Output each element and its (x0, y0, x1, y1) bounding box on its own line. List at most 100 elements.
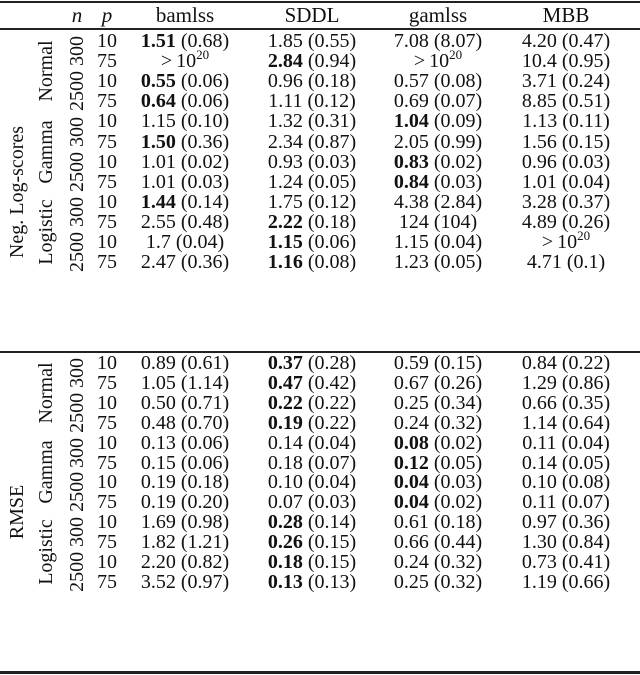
table-row: 75 1.01 (0.03) 1.24 (0.05) 0.84 (0.03) 1.01 … (0, 172, 640, 192)
table-row: 10 1.51 (0.68) 1.85 (0.55) 7.08 (8.07) 4.20 … (0, 31, 640, 51)
table-cell-gamlss: 0.57 (0.08) (393, 70, 483, 93)
table-row: 10 1.01 (0.02) 0.93 (0.03) 0.83 (0.02) 0.96 … (0, 152, 640, 172)
table-cell-gamlss: 2.05 (0.99) (393, 130, 483, 153)
table-cell-bamlss: 0.13 (0.06) (140, 431, 230, 454)
table-row: 10 1.44 (0.14) 1.75 (0.12) 4.38 (2.84) 3.28 … (0, 192, 640, 212)
p-value: 75 (97, 411, 117, 434)
table-cell-sddl: 1.32 (0.31) (267, 110, 357, 133)
table-cell-gamlss: 0.12 (0.05) (393, 451, 483, 474)
table-cell-gamlss: 1.15 (0.04) (393, 231, 483, 253)
p-value: 10 (97, 150, 117, 173)
table-cell-sddl: 0.19 (0.22) (267, 411, 357, 434)
table-cell-gamlss: 0.69 (0.07) (393, 90, 483, 113)
p-value: 10 (97, 511, 117, 534)
table-cell-gamlss: 0.25 (0.32) (393, 570, 483, 593)
table-row: 10 1.15 (0.10) 1.32 (0.31) 1.04 (0.09) 1.13 … (0, 111, 640, 131)
table-cell-mbb: 0.11 (0.07) (522, 491, 610, 514)
table-cell-mbb: 1.14 (0.64) (521, 411, 611, 434)
p-value: 75 (97, 451, 117, 474)
p-value: 75 (97, 251, 117, 274)
p-value: 10 (97, 30, 117, 52)
table-cell-bamlss: 0.48 (0.70) (140, 411, 230, 434)
table-cell-bamlss: 0.64 (0.06) (140, 90, 230, 113)
table-cell-gamlss: 0.61 (0.18) (393, 511, 483, 534)
table-cell-mbb: 1.56 (0.15) (521, 130, 611, 153)
table-cell-sddl: 0.28 (0.14) (267, 511, 357, 534)
header-n: n (71, 3, 83, 27)
table-cell-bamlss: 2.47 (0.36) (140, 251, 230, 274)
table-cell-gamlss: 0.67 (0.26) (393, 371, 483, 394)
table-cell-sddl: 1.16 (0.08) (267, 251, 357, 274)
table-cell-mbb: 1.13 (0.11) (522, 110, 610, 133)
section-rule (0, 351, 640, 353)
table-cell-mbb: 3.71 (0.24) (521, 70, 611, 93)
table-cell-mbb: 0.84 (0.22) (521, 352, 611, 374)
table-cell-bamlss: 0.19 (0.18) (140, 471, 230, 494)
header-bamlss: bamlss (155, 3, 215, 27)
table-cell-bamlss: 1.50 (0.36) (140, 130, 230, 153)
table-cell-mbb: 3.28 (0.37) (521, 190, 611, 213)
table-cell-gamlss: 0.59 (0.15) (393, 352, 483, 374)
p-value: 75 (97, 130, 117, 153)
table-cell-bamlss: 1.44 (0.14) (140, 190, 230, 213)
table-row: 10 1.69 (0.98) 0.28 (0.14) 0.61 (0.18) 0.97 … (0, 512, 640, 532)
table-cell-bamlss: 1.15 (0.10) (140, 110, 230, 133)
table-cell-sddl: 0.18 (0.07) (267, 451, 357, 474)
table-cell-bamlss: 1.82 (1.21) (140, 531, 230, 554)
table-cell-bamlss: 1.7 (0.04) (145, 231, 225, 253)
table-row: 75 0.15 (0.06) 0.18 (0.07) 0.12 (0.05) 0.14 … (0, 453, 640, 473)
table-cell-bamlss: 1.01 (0.03) (140, 170, 230, 193)
table-cell-gamlss: 0.25 (0.34) (393, 391, 483, 414)
p-value: 10 (97, 70, 117, 93)
table-row: 75 > 1020 2.84 (0.94) > 1020 10.4 (0.95) (0, 47, 640, 73)
table-row: 75 0.48 (0.70) 0.19 (0.22) 0.24 (0.32) 1.14 … (0, 413, 640, 433)
table-cell-gamlss: 124 (104) (398, 210, 478, 233)
table-cell-sddl: 1.15 (0.06) (267, 231, 357, 253)
p-value: 75 (97, 90, 117, 113)
table-cell-mbb: 1.01 (0.04) (521, 170, 611, 193)
table-cell-sddl: 0.96 (0.18) (267, 70, 357, 93)
table-row: 75 1.05 (1.14) 0.47 (0.42) 0.67 (0.26) 1.29 … (0, 373, 640, 393)
table-cell-bamlss: 2.20 (0.82) (140, 551, 230, 573)
table-cell-sddl: 0.18 (0.15) (267, 551, 357, 573)
header-rule (0, 28, 640, 30)
table-cell-gamlss: 4.38 (2.84) (393, 190, 483, 213)
table-cell-sddl: 0.14 (0.04) (267, 431, 357, 454)
table-cell-sddl: 0.37 (0.28) (267, 352, 357, 374)
table-cell-mbb: 1.30 (0.84) (521, 531, 611, 554)
table-cell-bamlss: 1.05 (1.14) (140, 371, 230, 394)
table-cell-mbb: 0.66 (0.35) (521, 391, 611, 414)
table-cell-gamlss: 0.04 (0.03) (393, 471, 483, 494)
bottom-rule (0, 671, 640, 674)
table-row: 75 1.82 (1.21) 0.26 (0.15) 0.66 (0.44) 1.30 … (0, 532, 640, 552)
p-value: 10 (97, 471, 117, 494)
p-value: 10 (97, 551, 117, 573)
table-row: 10 1.7 (0.04) 1.15 (0.06) 1.15 (0.04) > 1020 (0, 228, 640, 253)
table-cell-mbb: 0.14 (0.05) (521, 451, 611, 474)
table-cell-sddl: 1.85 (0.55) (267, 30, 357, 52)
p-value: 75 (97, 531, 117, 554)
p-value: 10 (97, 352, 117, 374)
table-row: 75 3.52 (0.97) 0.13 (0.13) 0.25 (0.32) 1.19 … (0, 572, 640, 592)
table-cell-gamlss: 7.08 (8.07) (393, 30, 483, 52)
table-cell-gamlss: 0.04 (0.02) (393, 491, 483, 514)
header-gamlss: gamlss (408, 3, 468, 27)
table-cell-sddl: 2.22 (0.18) (267, 210, 357, 233)
table-cell-sddl: 0.47 (0.42) (267, 371, 357, 394)
p-value: 10 (97, 431, 117, 454)
table-cell-gamlss: 0.83 (0.02) (393, 150, 483, 173)
table-cell-sddl: 1.75 (0.12) (267, 190, 357, 213)
table-cell-mbb: 0.11 (0.04) (522, 431, 610, 454)
table-cell-bamlss: 2.55 (0.48) (140, 210, 230, 233)
p-value: 75 (97, 491, 117, 514)
table-cell-bamlss: 0.55 (0.06) (140, 70, 230, 93)
p-value: 75 (97, 170, 117, 193)
table-cell-mbb: 4.71 (0.1) (526, 251, 606, 274)
table-row: 10 0.89 (0.61) 0.37 (0.28) 0.59 (0.15) 0.84 … (0, 353, 640, 373)
table-cell-mbb: 10.4 (0.95) (521, 50, 611, 73)
table-cell-bamlss: 0.50 (0.71) (140, 391, 230, 414)
header-p: p (101, 3, 113, 27)
top-rule (0, 1, 640, 3)
p-value: 75 (97, 50, 117, 73)
p-value: 10 (97, 110, 117, 133)
